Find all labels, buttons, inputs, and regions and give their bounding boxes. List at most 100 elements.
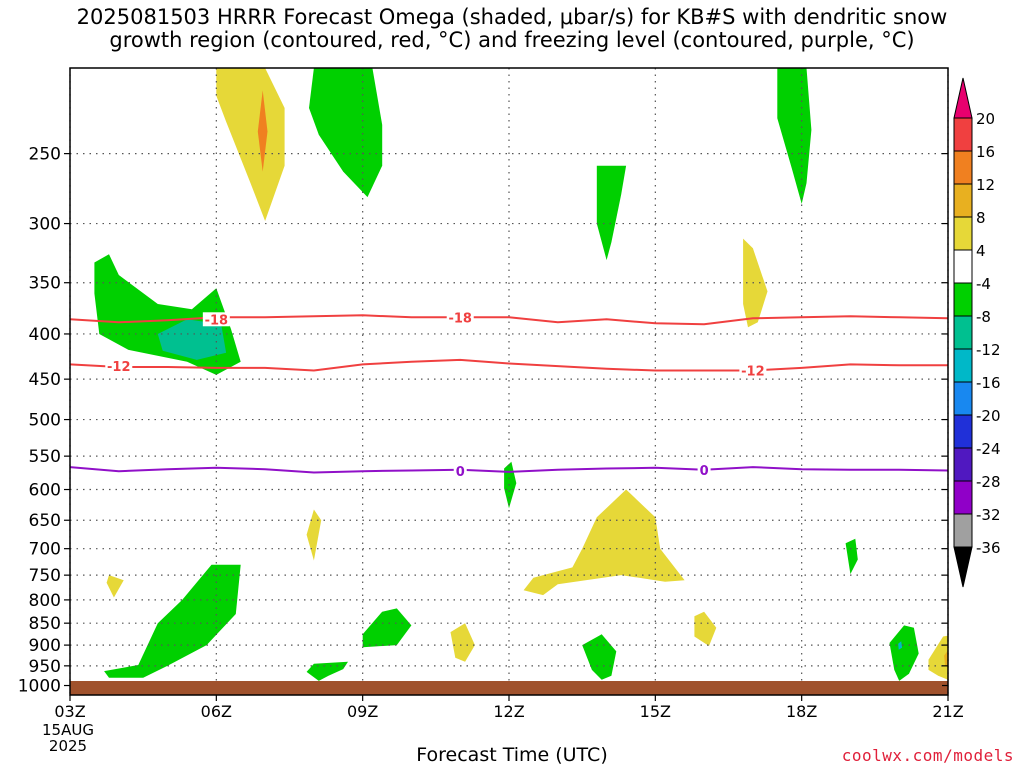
- y-axis: 2503003504004505005506006507007508008509…: [18, 145, 948, 697]
- y-tick-label-900: 900: [29, 636, 61, 656]
- contour-label-bg: [202, 312, 230, 327]
- colorbar-label--8: -8: [976, 308, 991, 326]
- contour-label-bg: [446, 310, 474, 325]
- colorbar-segment-12: [953, 480, 973, 515]
- y-tick-label-800: 800: [29, 591, 61, 611]
- y-tick-label-500: 500: [29, 411, 61, 431]
- colorbar-label--12: -12: [976, 341, 1001, 359]
- colorbar-label--28: -28: [976, 473, 1001, 491]
- colorbar-label-4: 4: [976, 242, 986, 260]
- colorbar-segment-11: [953, 447, 973, 482]
- colorbar-segment-5: [953, 249, 973, 284]
- terrain-layer: [70, 681, 948, 695]
- x-tick-label-09Z: 09Z: [347, 702, 378, 721]
- omega-region-22: [944, 650, 948, 666]
- colorbar-segment-7: [953, 315, 973, 350]
- omega-region-19: [889, 625, 919, 681]
- contour-label--12: -12: [741, 365, 765, 380]
- colorbar-segment-9: [953, 381, 973, 416]
- omega-region-10: [106, 575, 124, 598]
- contour-label--12: -12: [107, 360, 131, 375]
- contour-label-bg: [739, 363, 767, 378]
- colorbar-segment-2: [953, 150, 973, 185]
- colorbar-label--16: -16: [976, 374, 1001, 392]
- omega-region-12: [104, 564, 241, 678]
- x-tick-label-12Z: 12Z: [493, 702, 524, 721]
- omega-region-15: [450, 623, 475, 662]
- contour-line-0: [70, 466, 948, 474]
- colorbar-label--4: -4: [976, 275, 991, 293]
- colorbar-segment-4: [953, 216, 973, 251]
- x-tick-label-18Z: 18Z: [786, 702, 817, 721]
- colorbar-label--32: -32: [976, 506, 1001, 524]
- contour-layer: -18 -18 -12 -12 0 0: [70, 310, 948, 480]
- colorbar-segment-6: [953, 282, 973, 317]
- terrain-surface: [70, 681, 948, 695]
- x-tick-label-21Z: 21Z: [932, 702, 963, 721]
- omega-region-6: [777, 68, 812, 204]
- x-date-label-1: 2025: [49, 737, 87, 755]
- y-tick-label-700: 700: [29, 540, 61, 560]
- chart-title-line-2: growth region (contoured, red, °C) and f…: [109, 28, 915, 52]
- colorbar-segment-13: [953, 513, 973, 548]
- colorbar-label-16: 16: [976, 143, 995, 161]
- chart-title-line-1: 2025081503 HRRR Forecast Omega (shaded, …: [76, 5, 948, 29]
- y-tick-label-850: 850: [29, 614, 61, 634]
- y-tick-label-950: 950: [29, 657, 61, 677]
- omega-region-9: [306, 509, 322, 561]
- x-tick-label-03Z: 03Z: [54, 702, 85, 721]
- x-date-label-0: 15AUG: [42, 721, 94, 739]
- colorbar-segment-10: [953, 414, 973, 449]
- contour-label-bg: [697, 462, 711, 477]
- colorbar-label-20: 20: [976, 110, 995, 128]
- colorbar-label-12: 12: [976, 176, 995, 194]
- colorbar-top-cap: [953, 77, 973, 119]
- omega-region-17: [694, 611, 717, 646]
- omega-region-1: [257, 90, 268, 172]
- omega-region-4: [157, 319, 227, 360]
- y-tick-label-300: 300: [29, 215, 61, 235]
- contour-label-0: 0: [456, 465, 465, 480]
- contour-label--18: -18: [448, 311, 472, 326]
- omega-region-18: [845, 538, 858, 575]
- y-tick-label-1000: 1000: [18, 677, 61, 697]
- colorbar-label--20: -20: [976, 407, 1001, 425]
- colorbar-label--36: -36: [976, 539, 1001, 557]
- colorbar-label-8: 8: [976, 209, 986, 227]
- contour-label-0: 0: [700, 464, 709, 479]
- omega-region-21: [928, 635, 948, 680]
- contour-label--18: -18: [205, 313, 229, 328]
- y-tick-label-600: 600: [29, 481, 61, 501]
- x-axis-label: Forecast Time (UTC): [416, 744, 608, 766]
- y-tick-label-650: 650: [29, 511, 61, 531]
- credit-text: coolwx.com/models: [841, 746, 1014, 765]
- colorbar-segment-8: [953, 348, 973, 383]
- chart-title: 2025081503 HRRR Forecast Omega (shaded, …: [0, 6, 1024, 52]
- y-tick-label-450: 450: [29, 370, 61, 390]
- omega-region-8: [504, 461, 517, 509]
- y-tick-label-400: 400: [29, 325, 61, 345]
- y-tick-label-350: 350: [29, 274, 61, 294]
- y-tick-label-750: 750: [29, 566, 61, 586]
- omega-region-2: [309, 68, 383, 198]
- colorbar-label--24: -24: [976, 440, 1001, 458]
- colorbar-segment-1: [953, 117, 973, 152]
- omega-shading-layer: [94, 68, 948, 681]
- omega-region-7: [743, 238, 768, 328]
- omega-region-5: [596, 165, 627, 261]
- omega-region-0: [216, 68, 285, 221]
- x-tick-label-15Z: 15Z: [640, 702, 671, 721]
- omega-region-11: [523, 489, 685, 596]
- colorbar-segment-3: [953, 183, 973, 218]
- omega-region-14: [362, 608, 412, 648]
- contour-label-bg: [453, 464, 467, 479]
- colorbar-bottom-cap: [953, 546, 973, 588]
- omega-region-20: [898, 641, 903, 650]
- omega-region-16: [582, 634, 617, 680]
- x-tick-label-06Z: 06Z: [201, 702, 232, 721]
- contour-line--12: [70, 358, 948, 372]
- colorbar: 20 16 12 8 4 -4 -8 -12 -16 -20 -24 -28 -32 -36: [953, 77, 1001, 588]
- omega-region-13: [306, 661, 348, 681]
